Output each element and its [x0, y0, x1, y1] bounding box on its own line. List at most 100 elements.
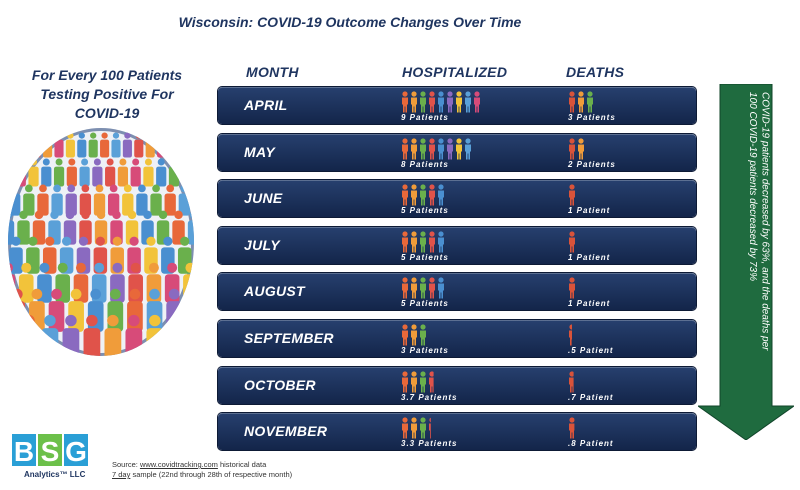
hospitalized-label: 5 Patients — [401, 299, 449, 309]
hospitalized-icons — [401, 137, 473, 160]
month-label: JUNE — [244, 190, 283, 207]
crowd-person-icon — [93, 184, 106, 216]
left-heading: For Every 100 Patients Testing Positive … — [12, 66, 202, 123]
month-row: SEPTEMBER 3 Patients .5 Patient — [218, 320, 696, 357]
crowd-person-icon — [168, 132, 178, 158]
down-arrow-icon — [698, 84, 794, 440]
death-partial-person-icon — [569, 417, 575, 439]
hospitalized-person-icon — [411, 417, 417, 439]
left-heading-line-1: For Every 100 Patients — [31, 67, 183, 83]
hospitalized-person-icon — [420, 324, 426, 346]
hospitalized-person-icon — [420, 417, 426, 439]
hospitalized-person-icon — [420, 277, 426, 299]
hospitalized-person-icon — [420, 370, 426, 393]
month-row: MAY 8 Patients 2 Patients — [218, 133, 696, 171]
hospitalized-person-icon — [429, 277, 435, 299]
column-header-deaths: DEATHS — [566, 64, 625, 80]
hospitalized-person-icon — [456, 91, 462, 113]
month-row: NOVEMBER 3.3 Patients .8 Patient — [218, 413, 696, 451]
hospitalized-person-icon — [402, 277, 408, 299]
left-heading-line-3: COVID-19 — [74, 105, 140, 121]
hospitalized-person-icon — [474, 91, 480, 113]
hospitalized-person-icon — [411, 277, 417, 299]
source-link[interactable]: www.covidtracking.com — [139, 460, 218, 469]
crowd-person-icon — [83, 314, 101, 356]
hospitalized-person-icon — [402, 137, 408, 160]
hospitalized-icons — [401, 417, 437, 439]
hospitalized-person-icon — [402, 231, 408, 253]
crowd-person-icon — [157, 132, 167, 158]
crowd-person-icon — [88, 132, 98, 158]
crowd-person-icon — [145, 132, 155, 158]
crowd-person-icon — [100, 132, 110, 158]
hospitalized-person-icon — [402, 184, 408, 206]
month-label: OCTOBER — [244, 376, 316, 393]
bsg-logo: B S G Analytics™ LLC — [12, 432, 90, 484]
month-label: AUGUST — [244, 283, 305, 300]
hospitalized-person-icon — [429, 184, 435, 206]
death-icons — [568, 324, 577, 346]
death-person-icon — [569, 231, 575, 253]
crowd-person-icon — [15, 158, 26, 187]
death-icons — [568, 277, 577, 299]
crowd-person-icon — [117, 158, 129, 187]
hospitalized-person-icon — [411, 91, 417, 113]
month-label: MAY — [244, 143, 275, 160]
hospitalized-person-icon — [465, 91, 471, 113]
source-suffix: historical data — [217, 460, 267, 469]
hospitalized-icons — [401, 231, 446, 253]
source-line-2: 7 day sample (22nd through 28th of respe… — [112, 470, 292, 480]
hospitalized-label: 3 Patients — [401, 346, 449, 355]
crowd-person-icon — [150, 184, 162, 216]
crowd-person-icon — [181, 158, 192, 187]
deaths-label: .8 Patient — [568, 439, 614, 449]
hospitalized-label: 9 Patients — [401, 113, 449, 122]
month-row: OCTOBER 3.7 Patients .7 Patient — [218, 366, 696, 404]
column-header-hospitalized: HOSPITALIZED — [402, 64, 508, 80]
hospitalized-person-icon — [402, 417, 408, 439]
hospitalized-person-icon — [411, 324, 417, 346]
crowd-person-icon — [79, 158, 90, 187]
crowd-person-icon — [79, 184, 92, 216]
crowd-person-icon — [92, 158, 103, 187]
hospitalized-person-icon — [438, 137, 444, 160]
crowd-illustration — [8, 128, 194, 356]
hospitalized-person-icon — [420, 184, 426, 206]
crowd-person-icon — [191, 133, 194, 158]
source-note: Source: www.covidtracking.com historical… — [112, 460, 292, 480]
deaths-label: .7 Patient — [568, 392, 614, 402]
hospitalized-person-icon — [411, 137, 417, 160]
source-prefix: Source: — [112, 460, 140, 469]
crowd-person-icon — [185, 288, 194, 332]
hospitalized-partial-person-icon — [429, 417, 431, 439]
hospitalized-icons — [401, 324, 428, 346]
hospitalized-person-icon — [402, 324, 408, 346]
death-icons — [568, 370, 577, 393]
crowd-person-icon — [8, 132, 18, 158]
hospitalized-person-icon — [420, 137, 426, 160]
death-icons — [568, 184, 577, 206]
deaths-label: 2 Patients — [568, 159, 616, 169]
crowd-person-icon — [37, 184, 49, 216]
hospitalized-person-icon — [438, 277, 444, 299]
death-person-icon — [569, 184, 575, 206]
crowd-person-icon — [8, 158, 14, 187]
hospitalized-person-icon — [402, 370, 408, 393]
hospitalized-person-icon — [438, 231, 444, 253]
crowd-person-icon — [8, 314, 17, 356]
month-row: JUNE 5 Patients 1 Patient — [218, 180, 696, 218]
arrow-note: Between April and November, the hospital… — [747, 92, 783, 351]
month-label: NOVEMBER — [244, 423, 328, 440]
crowd-person-icon — [167, 314, 185, 356]
month-label: APRIL — [244, 97, 288, 113]
bsg-logo-icon: B S G — [12, 434, 88, 467]
logo-letter-g: G — [65, 436, 87, 467]
hospitalized-person-icon — [456, 137, 462, 160]
hospitalized-person-icon — [411, 370, 417, 393]
crowd-person-icon — [178, 184, 190, 216]
deaths-label: 1 Patient — [568, 206, 611, 216]
crowd-person-icon — [164, 184, 176, 216]
crowd-person-icon — [65, 184, 77, 216]
crowd-person-icon — [107, 184, 120, 216]
death-icons — [568, 231, 577, 253]
